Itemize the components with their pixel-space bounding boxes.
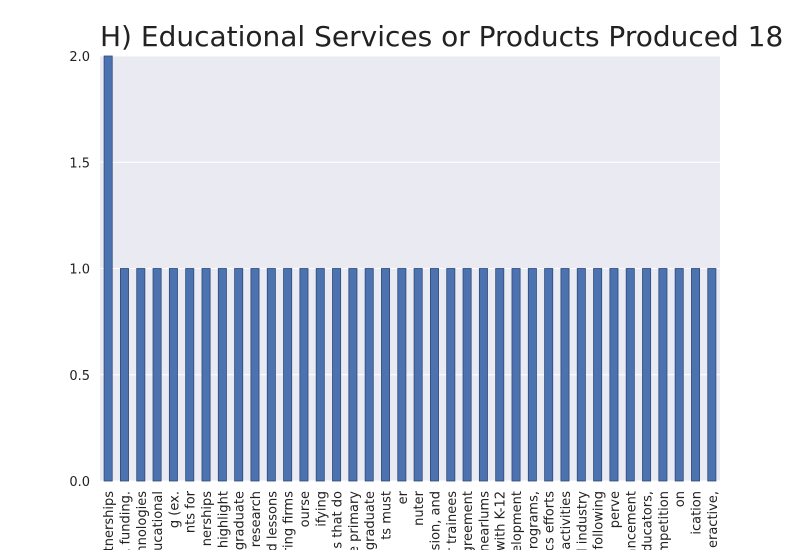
bar bbox=[103, 55, 113, 482]
bar bbox=[593, 268, 603, 482]
x-tick-label: on bbox=[673, 491, 688, 507]
x-tick-label: ancement bbox=[624, 491, 639, 550]
x-tick-label: ision, and bbox=[428, 491, 443, 550]
bar bbox=[609, 268, 619, 482]
bar bbox=[429, 268, 439, 482]
x-tick-label: d highlight bbox=[216, 491, 231, 550]
x-tick-label: graduate bbox=[233, 491, 248, 550]
bar bbox=[511, 268, 521, 482]
x-tick-label: r trainees bbox=[445, 491, 460, 550]
x-tick-label: nts for bbox=[184, 490, 199, 533]
x-tick-label: hnologies bbox=[135, 491, 150, 550]
bar bbox=[707, 268, 717, 482]
bar bbox=[527, 268, 537, 482]
x-tick-label: ducational bbox=[151, 491, 166, 550]
x-tick-label: elopment bbox=[510, 491, 525, 550]
bar bbox=[315, 268, 325, 482]
bar bbox=[691, 268, 701, 482]
x-tick-label: partnerships bbox=[102, 491, 117, 550]
bar bbox=[250, 268, 260, 482]
x-tick-label: greement bbox=[461, 491, 476, 550]
y-tick-label: 0.5 bbox=[69, 369, 90, 384]
bar bbox=[381, 268, 391, 482]
bar bbox=[201, 268, 211, 482]
y-tick-labels: 0.0 0.5 1.0 1.5 2.0 bbox=[69, 50, 90, 490]
x-tick-label: ompetition bbox=[657, 491, 672, 550]
bar bbox=[185, 268, 195, 482]
x-tick-label: s that do bbox=[331, 491, 346, 549]
bar bbox=[119, 268, 129, 482]
x-tick-label: nuter bbox=[412, 490, 427, 526]
x-tick-label: following bbox=[592, 491, 607, 549]
bar bbox=[446, 268, 456, 482]
x-tick-labels: partnerships R funding. hnologies ducationa… bbox=[102, 490, 721, 550]
x-tick-label: ifying bbox=[314, 491, 329, 527]
x-tick-label: er bbox=[396, 490, 411, 504]
x-tick-label: d lessons bbox=[265, 491, 280, 550]
bar bbox=[364, 268, 374, 482]
x-tick-label: d activities bbox=[559, 491, 574, 550]
bar bbox=[560, 268, 570, 482]
y-tick-label: 1.5 bbox=[69, 156, 90, 171]
bar bbox=[576, 268, 586, 482]
x-tick-label: ication bbox=[690, 491, 705, 535]
y-tick-label: 2.0 bbox=[69, 50, 90, 65]
bar bbox=[625, 268, 635, 482]
chart-title: H) Educational Services or Products Prod… bbox=[100, 20, 784, 53]
x-tick-label: cs efforts bbox=[543, 491, 558, 550]
y-tick-label: 1.0 bbox=[69, 263, 90, 278]
bar bbox=[478, 268, 488, 482]
bar bbox=[266, 268, 276, 482]
bars bbox=[103, 55, 717, 482]
bar bbox=[642, 268, 652, 482]
bar bbox=[168, 268, 178, 482]
x-tick-label: eractive, bbox=[706, 491, 721, 548]
x-tick-label: ring firms bbox=[282, 491, 297, 550]
bar bbox=[283, 268, 293, 482]
bar bbox=[397, 268, 407, 482]
x-tick-label: nearlums bbox=[477, 491, 492, 550]
bar bbox=[299, 268, 309, 482]
x-tick-label: educators, bbox=[641, 491, 656, 550]
bar bbox=[332, 268, 342, 482]
x-tick-label: R funding. bbox=[118, 491, 133, 550]
x-tick-label: with K-12 bbox=[494, 491, 509, 550]
bar bbox=[674, 268, 684, 482]
x-tick-label: graduate bbox=[363, 491, 378, 550]
x-tick-label: programs, bbox=[526, 491, 541, 550]
bar bbox=[217, 268, 227, 482]
bar bbox=[234, 268, 244, 482]
x-tick-label: e primary bbox=[347, 491, 362, 550]
x-tick-label: ts must bbox=[380, 491, 395, 540]
x-tick-label: perve bbox=[608, 491, 623, 528]
bar bbox=[495, 268, 505, 482]
bar bbox=[348, 268, 358, 482]
x-tick-label: nerships bbox=[200, 491, 215, 546]
x-tick-label: ourse bbox=[298, 491, 313, 527]
x-tick-label: d industry bbox=[575, 491, 590, 550]
x-tick-label: research bbox=[249, 491, 264, 547]
bar bbox=[152, 268, 162, 482]
x-tick-label: g (ex. bbox=[167, 491, 182, 528]
bar bbox=[413, 268, 423, 482]
bar bbox=[658, 268, 668, 482]
bar bbox=[136, 268, 146, 482]
bar bbox=[544, 268, 554, 482]
bar bbox=[462, 268, 472, 482]
y-tick-label: 0.0 bbox=[69, 475, 90, 490]
